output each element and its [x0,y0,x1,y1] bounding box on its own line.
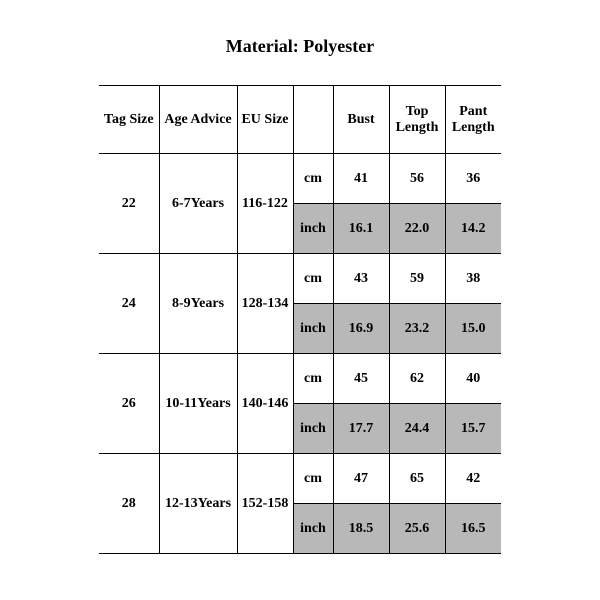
table-row: 22 6-7Years 116-122 cm 41 56 36 [99,154,501,204]
cell-top-length: 22.0 [389,204,445,254]
cell-pant-length: 16.5 [445,504,501,554]
cell-top-length: 25.6 [389,504,445,554]
cell-unit-inch: inch [293,304,333,354]
cell-bust: 43 [333,254,389,304]
cell-unit-inch: inch [293,504,333,554]
cell-bust: 45 [333,354,389,404]
cell-pant-length: 40 [445,354,501,404]
cell-age-advice: 8-9Years [159,254,237,354]
col-unit [293,86,333,154]
cell-bust: 47 [333,454,389,504]
cell-unit-inch: inch [293,204,333,254]
cell-top-length: 62 [389,354,445,404]
col-eu-size: EU Size [237,86,293,154]
cell-tag-size: 26 [99,354,159,454]
cell-top-length: 56 [389,154,445,204]
cell-top-length: 23.2 [389,304,445,354]
cell-bust: 16.1 [333,204,389,254]
cell-unit-cm: cm [293,254,333,304]
col-age-advice: Age Advice [159,86,237,154]
cell-eu-size: 116-122 [237,154,293,254]
cell-pant-length: 14.2 [445,204,501,254]
col-top-length: Top Length [389,86,445,154]
table-row: 26 10-11Years 140-146 cm 45 62 40 [99,354,501,404]
cell-tag-size: 28 [99,454,159,554]
table-row: 28 12-13Years 152-158 cm 47 65 42 [99,454,501,504]
cell-unit-cm: cm [293,354,333,404]
cell-tag-size: 22 [99,154,159,254]
cell-eu-size: 152-158 [237,454,293,554]
cell-unit-inch: inch [293,404,333,454]
cell-bust: 18.5 [333,504,389,554]
col-tag-size: Tag Size [99,86,159,154]
cell-unit-cm: cm [293,154,333,204]
col-pant-length: Pant Length [445,86,501,154]
cell-eu-size: 128-134 [237,254,293,354]
cell-top-length: 24.4 [389,404,445,454]
cell-pant-length: 42 [445,454,501,504]
cell-unit-cm: cm [293,454,333,504]
table-row: 24 8-9Years 128-134 cm 43 59 38 [99,254,501,304]
cell-top-length: 65 [389,454,445,504]
cell-age-advice: 10-11Years [159,354,237,454]
cell-age-advice: 12-13Years [159,454,237,554]
cell-age-advice: 6-7Years [159,154,237,254]
cell-tag-size: 24 [99,254,159,354]
page-title: Material: Polyester [0,0,600,85]
cell-top-length: 59 [389,254,445,304]
cell-bust: 17.7 [333,404,389,454]
cell-pant-length: 38 [445,254,501,304]
cell-pant-length: 15.0 [445,304,501,354]
cell-pant-length: 15.7 [445,404,501,454]
col-bust: Bust [333,86,389,154]
table-body: 22 6-7Years 116-122 cm 41 56 36 inch 16.… [99,154,501,554]
cell-bust: 16.9 [333,304,389,354]
table-header-row: Tag Size Age Advice EU Size Bust Top Len… [99,86,501,154]
size-table: Tag Size Age Advice EU Size Bust Top Len… [99,85,501,554]
cell-eu-size: 140-146 [237,354,293,454]
cell-pant-length: 36 [445,154,501,204]
cell-bust: 41 [333,154,389,204]
